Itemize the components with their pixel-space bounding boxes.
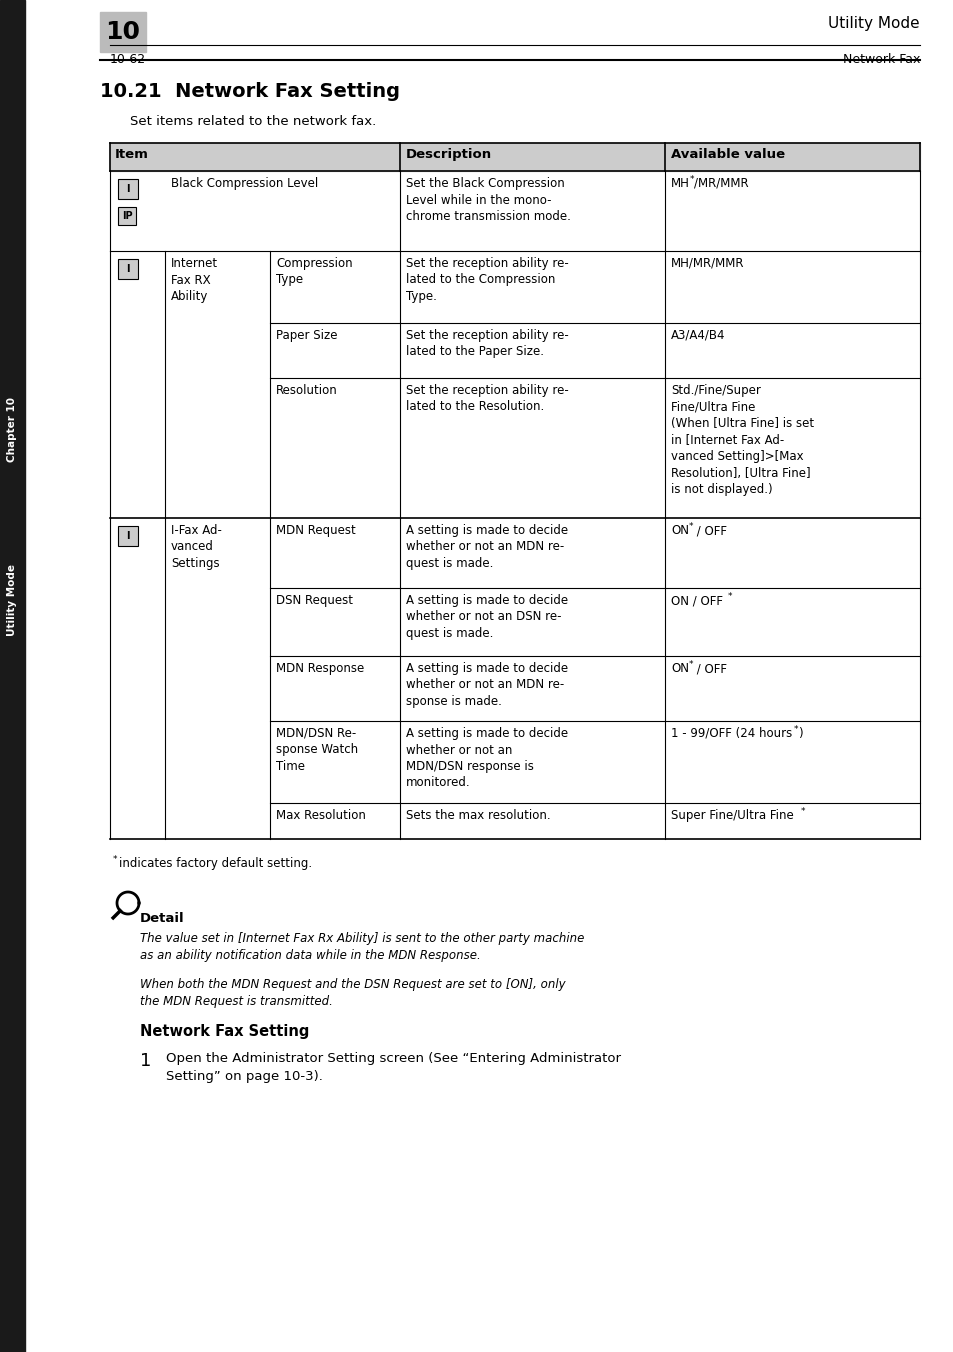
Text: MDN Response: MDN Response bbox=[275, 662, 364, 675]
Text: A3/A4/B4: A3/A4/B4 bbox=[670, 329, 724, 342]
Text: / OFF: / OFF bbox=[692, 662, 726, 675]
Bar bbox=[110, 143, 919, 170]
Text: Compression
Type: Compression Type bbox=[275, 257, 353, 287]
Text: Set items related to the network fax.: Set items related to the network fax. bbox=[130, 115, 375, 128]
Text: *: * bbox=[793, 725, 798, 734]
Bar bbox=[118, 260, 138, 279]
Text: Network Fax: Network Fax bbox=[841, 53, 919, 66]
Text: 10-62: 10-62 bbox=[110, 53, 146, 66]
Text: indicates factory default setting.: indicates factory default setting. bbox=[119, 857, 312, 869]
Text: I: I bbox=[126, 531, 130, 541]
Text: 10.21  Network Fax Setting: 10.21 Network Fax Setting bbox=[100, 82, 399, 101]
Text: Utility Mode: Utility Mode bbox=[8, 564, 17, 635]
Text: Set the reception ability re-
lated to the Paper Size.: Set the reception ability re- lated to t… bbox=[406, 329, 568, 358]
Text: 10: 10 bbox=[106, 20, 140, 45]
Text: *: * bbox=[688, 660, 693, 669]
Text: Sets the max resolution.: Sets the max resolution. bbox=[406, 808, 550, 822]
Text: Detail: Detail bbox=[140, 913, 185, 925]
Text: *: * bbox=[112, 854, 117, 864]
Bar bbox=[118, 526, 138, 546]
Text: 1: 1 bbox=[140, 1052, 152, 1069]
Text: ON: ON bbox=[670, 662, 688, 675]
Text: Set the Black Compression
Level while in the mono-
chrome transmission mode.: Set the Black Compression Level while in… bbox=[406, 177, 570, 223]
Text: Paper Size: Paper Size bbox=[275, 329, 337, 342]
Text: Super Fine/Ultra Fine: Super Fine/Ultra Fine bbox=[670, 808, 793, 822]
Bar bbox=[100, 12, 146, 51]
Text: *: * bbox=[688, 522, 693, 531]
Text: /MR/MMR: /MR/MMR bbox=[693, 177, 748, 191]
Bar bbox=[118, 178, 138, 199]
Text: Network Fax Setting: Network Fax Setting bbox=[140, 1023, 309, 1038]
Text: *: * bbox=[727, 592, 732, 602]
Text: Std./Fine/Super
Fine/Ultra Fine
(When [Ultra Fine] is set
in [Internet Fax Ad-
v: Std./Fine/Super Fine/Ultra Fine (When [U… bbox=[670, 384, 813, 496]
Text: IP: IP bbox=[122, 211, 132, 220]
Text: MDN Request: MDN Request bbox=[275, 525, 355, 537]
Text: ): ) bbox=[797, 727, 801, 740]
Text: Resolution: Resolution bbox=[275, 384, 337, 397]
Text: Set the reception ability re-
lated to the Resolution.: Set the reception ability re- lated to t… bbox=[406, 384, 568, 414]
Text: / OFF: / OFF bbox=[692, 525, 726, 537]
Bar bbox=[0, 0, 25, 1352]
Text: *: * bbox=[689, 174, 694, 184]
Text: Max Resolution: Max Resolution bbox=[275, 808, 366, 822]
Text: I-Fax Ad-
vanced
Settings: I-Fax Ad- vanced Settings bbox=[171, 525, 222, 571]
Text: MDN/DSN Re-
sponse Watch
Time: MDN/DSN Re- sponse Watch Time bbox=[275, 727, 357, 773]
Text: MH: MH bbox=[670, 177, 689, 191]
Text: I: I bbox=[126, 264, 130, 274]
Text: Open the Administrator Setting screen (See “Entering Administrator
Setting” on p: Open the Administrator Setting screen (S… bbox=[166, 1052, 620, 1083]
Text: Description: Description bbox=[406, 147, 492, 161]
Text: Internet
Fax RX
Ability: Internet Fax RX Ability bbox=[171, 257, 218, 303]
Text: When both the MDN Request and the DSN Request are set to [ON], only
the MDN Requ: When both the MDN Request and the DSN Re… bbox=[140, 977, 565, 1009]
Text: Item: Item bbox=[115, 147, 149, 161]
Text: I: I bbox=[126, 184, 130, 193]
Text: The value set in [Internet Fax Rx Ability] is sent to the other party machine
as: The value set in [Internet Fax Rx Abilit… bbox=[140, 932, 584, 963]
Text: ON / OFF: ON / OFF bbox=[670, 594, 722, 607]
Text: Utility Mode: Utility Mode bbox=[827, 16, 919, 31]
Bar bbox=[118, 207, 136, 224]
Text: ON: ON bbox=[670, 525, 688, 537]
Text: A setting is made to decide
whether or not an MDN re-
sponse is made.: A setting is made to decide whether or n… bbox=[406, 662, 568, 708]
Text: Set the reception ability re-
lated to the Compression
Type.: Set the reception ability re- lated to t… bbox=[406, 257, 568, 303]
Text: *: * bbox=[801, 807, 804, 817]
Text: 1 - 99/OFF (24 hours: 1 - 99/OFF (24 hours bbox=[670, 727, 791, 740]
Text: Black Compression Level: Black Compression Level bbox=[171, 177, 318, 191]
Text: A setting is made to decide
whether or not an MDN re-
quest is made.: A setting is made to decide whether or n… bbox=[406, 525, 568, 571]
Text: Available value: Available value bbox=[670, 147, 784, 161]
Text: Chapter 10: Chapter 10 bbox=[8, 397, 17, 462]
Text: MH/MR/MMR: MH/MR/MMR bbox=[670, 257, 743, 270]
Text: A setting is made to decide
whether or not an DSN re-
quest is made.: A setting is made to decide whether or n… bbox=[406, 594, 568, 639]
Text: A setting is made to decide
whether or not an
MDN/DSN response is
monitored.: A setting is made to decide whether or n… bbox=[406, 727, 568, 790]
Text: DSN Request: DSN Request bbox=[275, 594, 353, 607]
